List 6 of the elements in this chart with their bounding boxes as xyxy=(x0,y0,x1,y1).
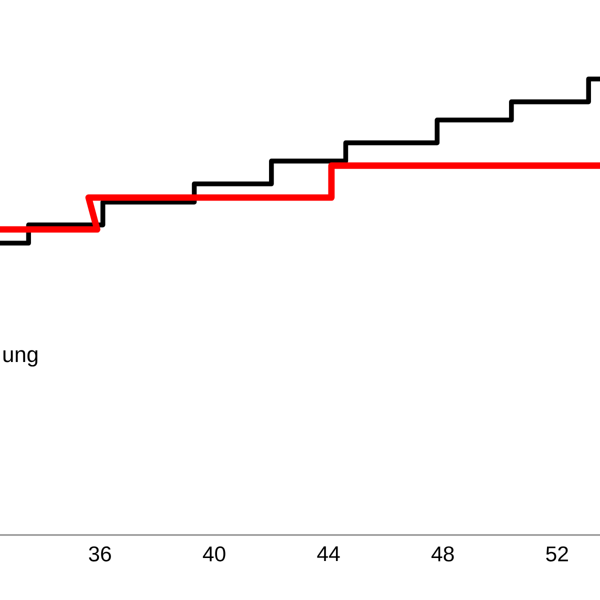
x-tick-label: 44 xyxy=(317,546,340,562)
x-tick-label: 48 xyxy=(431,546,454,562)
x-tick-label: 40 xyxy=(202,546,226,562)
x-tick-label: 52 xyxy=(546,546,568,562)
x-tick-label: 36 xyxy=(88,546,111,562)
annotation: ung xyxy=(3,350,38,367)
